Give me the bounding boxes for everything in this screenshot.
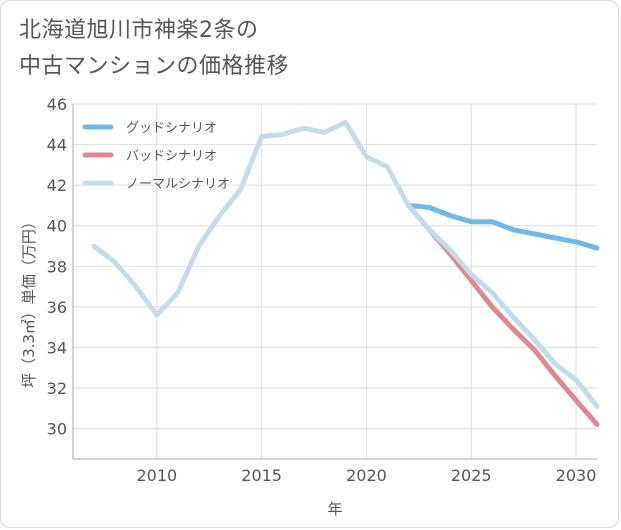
x-axis-label: 年 <box>327 500 342 518</box>
y-tick-label: 34 <box>47 338 67 357</box>
y-tick-label: 44 <box>47 136 67 155</box>
y-tick-label: 40 <box>47 217 67 236</box>
legend-label-1: バッドシナリオ <box>126 149 217 164</box>
y-tick-label: 30 <box>47 420 67 439</box>
series-line-0 <box>405 202 600 251</box>
x-tick-label: 2025 <box>451 466 492 485</box>
legend-label-2: ノーマルシナリオ <box>126 177 230 192</box>
y-tick-label: 32 <box>47 379 67 398</box>
y-tick-label: 36 <box>47 298 67 317</box>
y-tick-labels: 30 32 34 36 38 40 42 44 46 <box>47 95 67 439</box>
x-tick-label: 2020 <box>346 466 387 485</box>
legend-label-0: グッドシナリオ <box>126 121 217 136</box>
plot-area <box>73 104 597 459</box>
chart-title-line-1: 北海道旭川市神楽2条の <box>19 18 259 43</box>
series-line-2 <box>91 119 600 409</box>
chart-title: 北海道旭川市神楽2条の 中古マンションの価格推移 <box>19 13 289 85</box>
x-tick-label: 2010 <box>136 466 177 485</box>
y-axis-label: 坪（3.3㎡）単価（万円） <box>20 214 38 388</box>
series-lines <box>91 119 600 427</box>
x-tick-labels: 2010 2015 2020 2025 2030 <box>136 466 596 485</box>
y-tick-label: 46 <box>47 95 67 114</box>
x-tick-label: 2015 <box>241 466 282 485</box>
chart-title-line-2: 中古マンションの価格推移 <box>19 54 290 79</box>
x-tick-label: 2030 <box>556 466 597 485</box>
axes <box>72 104 597 460</box>
y-tick-label: 42 <box>47 176 67 195</box>
y-tick-label: 38 <box>47 257 67 276</box>
